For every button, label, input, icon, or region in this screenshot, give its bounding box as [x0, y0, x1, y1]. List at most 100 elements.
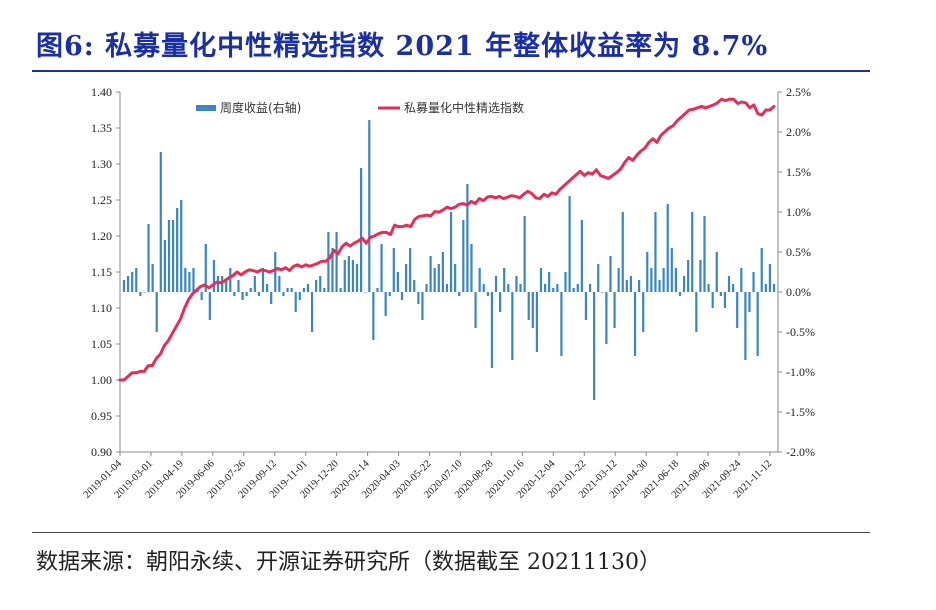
- return-bar: [421, 292, 424, 320]
- footer-rule: [32, 532, 870, 533]
- return-bar: [372, 292, 375, 340]
- left-tick-label: 1.15: [91, 265, 112, 279]
- return-bar: [654, 212, 657, 292]
- return-bar: [126, 276, 130, 292]
- return-bar: [253, 276, 256, 292]
- return-bar: [707, 284, 710, 292]
- left-tick-label: 1.20: [91, 229, 112, 243]
- return-bar: [576, 284, 579, 292]
- right-tick-label: -0.5%: [786, 325, 815, 339]
- return-bar: [593, 292, 596, 400]
- right-tick-label: 0.0%: [786, 285, 811, 299]
- return-bar: [646, 252, 649, 292]
- return-bar: [208, 292, 211, 320]
- return-bar: [719, 292, 722, 296]
- return-bar: [691, 212, 694, 292]
- return-bar: [572, 288, 575, 292]
- index-line: [118, 97, 776, 382]
- return-bar: [539, 268, 543, 292]
- return-bar: [564, 272, 567, 292]
- return-bar: [609, 256, 612, 292]
- left-tick-label: 0.90: [91, 445, 112, 459]
- return-bar: [674, 268, 677, 292]
- return-bar: [695, 292, 698, 332]
- return-bar: [482, 284, 485, 292]
- return-bar: [298, 292, 301, 300]
- left-tick-label: 1.25: [91, 193, 112, 207]
- return-bar: [176, 208, 179, 292]
- return-bar: [159, 152, 162, 292]
- return-bar: [384, 292, 387, 316]
- return-bar: [315, 280, 318, 292]
- return-bar: [310, 292, 314, 332]
- return-bar: [703, 216, 706, 292]
- return-bar: [601, 292, 604, 293]
- left-tick-label: 1.30: [91, 157, 112, 171]
- return-bar: [151, 264, 154, 292]
- return-bar: [323, 288, 326, 292]
- return-bar: [474, 292, 477, 328]
- legend-bar-label: 周度收益(右轴): [220, 100, 301, 115]
- return-bar: [257, 292, 261, 296]
- return-bar: [294, 292, 297, 312]
- chart-canvas: 1.40 1.35 1.30 1.25 1.20 1.15 1.10 1.05 1.00 0.95…: [82, 85, 815, 501]
- return-bar: [748, 292, 751, 312]
- return-bar: [400, 292, 404, 300]
- return-bar: [454, 264, 457, 292]
- return-bar: [752, 272, 755, 292]
- return-bar: [241, 292, 244, 300]
- return-bar: [584, 292, 588, 320]
- return-bar: [621, 212, 624, 292]
- return-bar: [678, 292, 682, 296]
- return-bar: [147, 224, 150, 292]
- return-bar: [535, 292, 538, 352]
- weekly-return-bars: [122, 120, 776, 400]
- return-bar: [580, 220, 583, 292]
- return-bar: [629, 276, 633, 292]
- return-bar: [404, 264, 408, 292]
- return-bar: [625, 280, 628, 292]
- legend-line-label: 私募量化中性精选指数: [404, 100, 524, 115]
- chart-title: 图6: 私募量化中性精选指数 2021 年整体收益率为 8.7%: [36, 31, 769, 62]
- return-bar: [715, 252, 718, 292]
- return-bar: [478, 268, 481, 292]
- return-bar: [744, 292, 747, 360]
- return-bar: [364, 292, 367, 293]
- return-bar: [732, 284, 735, 292]
- return-bar: [171, 220, 175, 292]
- return-bar: [278, 276, 281, 292]
- return-bar: [335, 232, 338, 292]
- return-bar: [723, 292, 727, 308]
- return-bar: [274, 252, 277, 292]
- right-tick-label: 1.0%: [786, 205, 811, 219]
- return-bar: [507, 284, 510, 292]
- return-bar: [167, 220, 171, 292]
- return-bar: [376, 288, 379, 292]
- return-bar: [204, 244, 207, 292]
- return-bar: [351, 260, 355, 292]
- return-bar: [184, 268, 187, 292]
- return-bar: [458, 292, 461, 296]
- return-bar: [494, 276, 498, 292]
- return-bar: [343, 260, 346, 292]
- return-bar: [306, 284, 310, 292]
- return-bar: [282, 292, 285, 296]
- right-tick-label: 2.0%: [786, 125, 811, 139]
- return-bar: [772, 284, 776, 292]
- return-bar: [462, 220, 465, 292]
- return-bar: [249, 288, 252, 292]
- return-bar: [633, 292, 637, 356]
- return-bar: [531, 292, 534, 328]
- return-bar: [212, 260, 216, 292]
- return-bar: [302, 288, 305, 292]
- return-bar: [413, 280, 416, 292]
- return-bar: [543, 284, 547, 292]
- return-bar: [588, 284, 592, 292]
- return-bar: [216, 276, 220, 292]
- return-bar: [135, 268, 138, 292]
- return-bar: [503, 268, 506, 292]
- return-bar: [327, 232, 330, 292]
- return-bar: [560, 292, 563, 356]
- return-bar: [515, 276, 518, 292]
- right-tick-label: -2.0%: [786, 445, 815, 459]
